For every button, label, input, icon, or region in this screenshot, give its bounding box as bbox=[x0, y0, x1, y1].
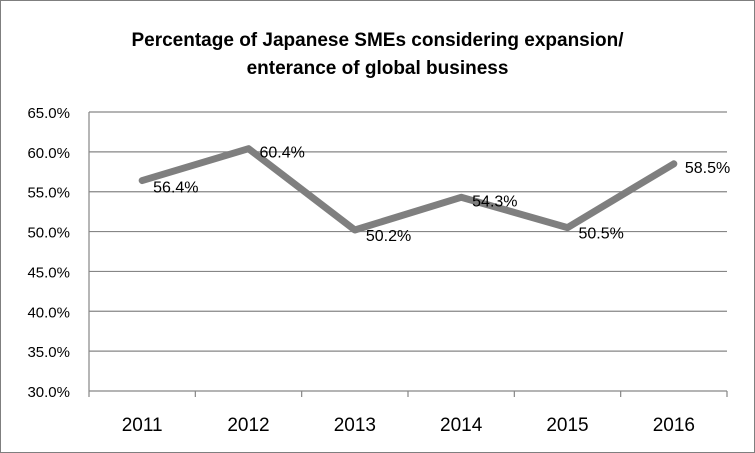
series-line bbox=[138, 145, 678, 234]
data-label: 60.4% bbox=[260, 145, 305, 162]
y-tick-label: 60.0% bbox=[27, 145, 70, 162]
x-tick-label: 2013 bbox=[334, 415, 376, 436]
data-label: 50.5% bbox=[579, 226, 624, 243]
x-tick-label: 2012 bbox=[227, 415, 269, 436]
y-tick-label: 65.0% bbox=[27, 105, 70, 122]
y-tick-label: 35.0% bbox=[27, 344, 70, 361]
data-label: 54.3% bbox=[472, 193, 517, 210]
x-tick-label: 2015 bbox=[546, 415, 588, 436]
data-label: 50.2% bbox=[366, 228, 411, 245]
y-tick-label: 40.0% bbox=[27, 304, 70, 321]
y-tick-label: 55.0% bbox=[27, 185, 70, 202]
chart-title: Percentage of Japanese SMEs considering … bbox=[1, 27, 754, 83]
y-tick-label: 45.0% bbox=[27, 264, 70, 281]
chart-title-line-1: Percentage of Japanese SMEs considering … bbox=[131, 30, 624, 51]
data-label: 56.4% bbox=[153, 180, 198, 197]
data-label: 58.5% bbox=[685, 160, 730, 177]
y-tick-label: 50.0% bbox=[27, 225, 70, 242]
x-tick-label: 2014 bbox=[440, 415, 483, 436]
x-tick-label: 2016 bbox=[653, 415, 695, 436]
y-tick-label: 30.0% bbox=[27, 384, 70, 401]
x-tick-label: 2011 bbox=[122, 415, 163, 436]
chart-title-line-2: enterance of global business bbox=[246, 58, 509, 79]
